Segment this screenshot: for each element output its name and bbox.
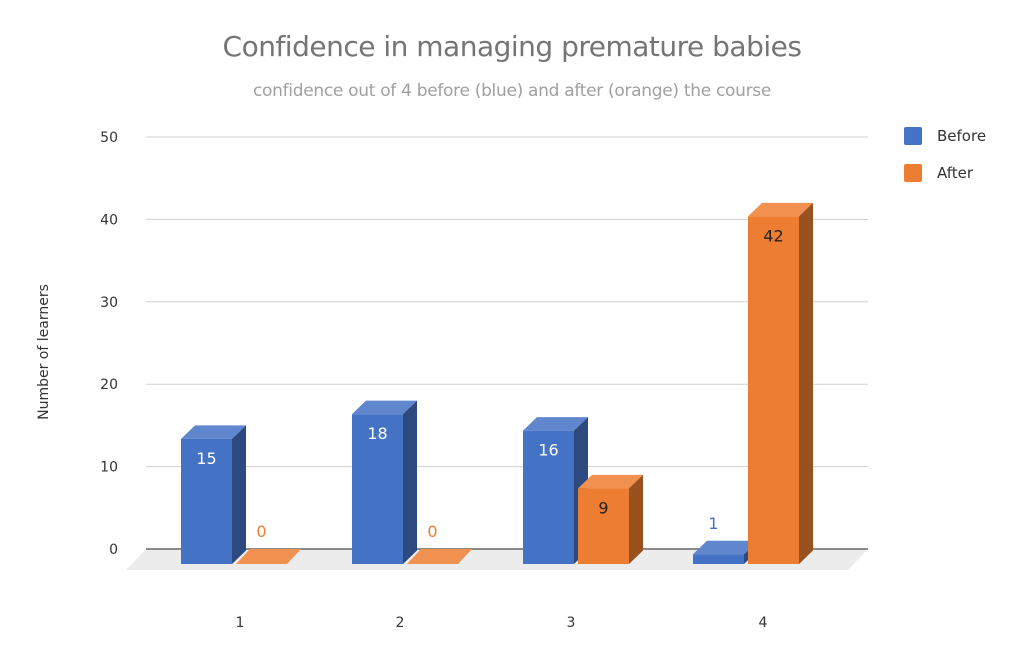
bar-before-2-side xyxy=(403,400,417,564)
bar-before-3-top xyxy=(523,417,588,431)
bar-after-2 xyxy=(407,549,472,564)
data-label: 18 xyxy=(367,424,387,443)
bar-before-4 xyxy=(693,554,744,564)
bar-after-4-top xyxy=(748,202,813,217)
legend-item-before[interactable]: Before xyxy=(904,126,986,146)
legend-swatch-after xyxy=(904,164,922,182)
bar-before-2 xyxy=(352,414,403,564)
y-tick-label: 10 xyxy=(100,460,118,476)
y-tick-label: 0 xyxy=(109,542,118,558)
bar-before-1-top xyxy=(181,425,246,439)
legend-swatch-before xyxy=(904,127,922,145)
chart-subtitle: confidence out of 4 before (blue) and af… xyxy=(253,81,771,101)
data-label: 1 xyxy=(708,514,718,533)
bar-before-3 xyxy=(523,430,574,564)
data-label: 16 xyxy=(538,441,558,460)
bar-after-3-top xyxy=(578,474,643,489)
bar-before-4-top xyxy=(693,540,758,555)
x-tick-label: 1 xyxy=(236,615,245,631)
bar-before-1 xyxy=(181,438,232,564)
bar-after-4 xyxy=(748,216,799,565)
x-tick-label: 3 xyxy=(567,615,576,631)
bar-after-3 xyxy=(578,488,629,564)
legend: Before After xyxy=(904,126,986,200)
chart-title: Confidence in managing premature babies xyxy=(222,30,802,63)
y-tick-label: 50 xyxy=(100,130,118,146)
data-label: 0 xyxy=(256,522,266,541)
y-tick-label: 30 xyxy=(100,295,118,311)
data-label: 9 xyxy=(598,498,608,517)
bar-before-2-top xyxy=(352,400,417,415)
y-tick-label: 20 xyxy=(100,377,118,393)
y-tick-label: 40 xyxy=(100,212,118,228)
chart-floor xyxy=(126,549,868,570)
legend-item-after[interactable]: After xyxy=(904,163,986,183)
data-label: 0 xyxy=(427,522,437,541)
bar-after-1 xyxy=(236,549,301,564)
data-label: 42 xyxy=(763,226,783,245)
legend-label-after: After xyxy=(937,164,974,182)
bar-before-1-side xyxy=(232,425,246,564)
x-tick-label: 4 xyxy=(759,615,768,631)
bar-after-4-side xyxy=(799,202,813,565)
bar-after-3-side xyxy=(629,474,643,564)
legend-label-before: Before xyxy=(937,127,987,145)
data-label: 15 xyxy=(196,449,216,468)
x-tick-label: 2 xyxy=(396,615,405,631)
